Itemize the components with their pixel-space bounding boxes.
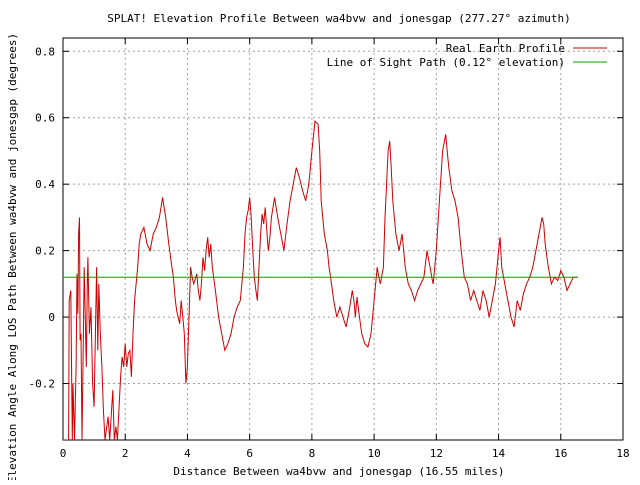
series-real-earth-profile xyxy=(63,119,578,440)
y-tick-labels: -0.2 0 0.2 0.4 0.6 0.8 xyxy=(29,45,56,390)
chart-title: SPLAT! Elevation Profile Between wa4bvw … xyxy=(107,12,571,25)
legend: Real Earth Profile Line of Sight Path (0… xyxy=(327,42,607,69)
x-tick-label: 14 xyxy=(492,447,506,460)
series-lines xyxy=(63,119,578,440)
x-tick-label: 0 xyxy=(60,447,67,460)
legend-label-line-of-sight: Line of Sight Path (0.12° elevation) xyxy=(327,56,565,69)
y-tick-label: 0.6 xyxy=(35,112,55,125)
y-axis-label: Elevation Angle Along LOS Path Between w… xyxy=(6,33,19,480)
x-tick-label: 6 xyxy=(246,447,253,460)
legend-label-real-earth: Real Earth Profile xyxy=(446,42,565,55)
x-tick-label: 10 xyxy=(367,447,380,460)
y-tick-label: 0.8 xyxy=(35,45,55,58)
x-tick-label: 16 xyxy=(554,447,567,460)
x-tick-label: 18 xyxy=(616,447,629,460)
plot-frame xyxy=(62,37,624,441)
x-tick-label: 4 xyxy=(184,447,191,460)
axes xyxy=(62,37,624,441)
y-tick-label: 0.4 xyxy=(35,178,55,191)
grid-lines xyxy=(63,38,623,440)
y-tick-label: -0.2 xyxy=(29,378,56,391)
x-tick-labels: 0 2 4 6 8 10 12 14 16 18 xyxy=(60,447,630,460)
y-tick-label: 0 xyxy=(48,311,55,324)
x-tick-label: 12 xyxy=(430,447,443,460)
x-axis-label: Distance Between wa4bvw and jonesgap (16… xyxy=(173,465,504,478)
y-tick-label: 0.2 xyxy=(35,245,55,258)
x-tick-label: 2 xyxy=(122,447,129,460)
x-tick-label: 8 xyxy=(309,447,316,460)
